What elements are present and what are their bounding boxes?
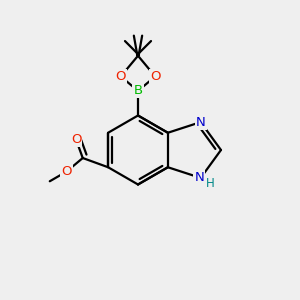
Text: B: B [134,84,142,98]
Text: N: N [196,116,206,129]
Text: O: O [61,165,72,178]
Text: O: O [116,70,126,83]
Text: O: O [71,133,81,146]
Text: N: N [194,171,204,184]
Text: O: O [150,70,160,83]
Text: H: H [206,177,214,190]
